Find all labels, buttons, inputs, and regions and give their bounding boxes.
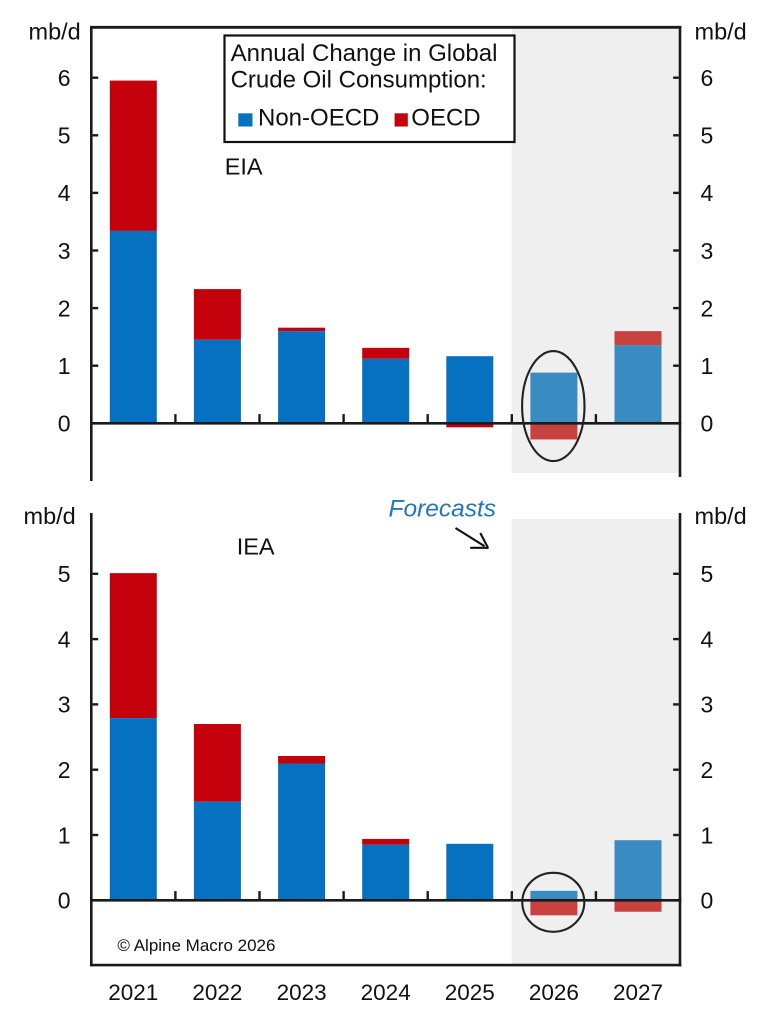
svg-text:© Alpine Macro 2026: © Alpine Macro 2026: [117, 936, 275, 955]
svg-text:0: 0: [701, 411, 714, 437]
svg-text:5: 5: [701, 561, 714, 587]
svg-text:1: 1: [701, 353, 714, 379]
svg-text:6: 6: [701, 65, 714, 91]
svg-text:2023: 2023: [277, 980, 327, 1005]
svg-text:mb/d: mb/d: [695, 503, 747, 529]
svg-text:0: 0: [701, 888, 714, 914]
svg-text:2026: 2026: [529, 980, 579, 1005]
svg-text:5: 5: [701, 123, 714, 149]
svg-text:2027: 2027: [613, 980, 663, 1005]
svg-text:2025: 2025: [445, 980, 495, 1005]
svg-text:3: 3: [58, 238, 71, 264]
svg-text:6: 6: [58, 65, 71, 91]
svg-text:IEA: IEA: [237, 533, 275, 559]
svg-text:2: 2: [701, 295, 714, 321]
svg-text:1: 1: [701, 822, 714, 848]
svg-text:Non-OECD: Non-OECD: [258, 105, 379, 132]
svg-text:1: 1: [58, 353, 71, 379]
svg-text:4: 4: [701, 180, 714, 206]
svg-text:EIA: EIA: [225, 153, 263, 179]
svg-text:4: 4: [58, 626, 71, 652]
svg-text:OECD: OECD: [411, 105, 480, 132]
svg-text:2024: 2024: [361, 980, 411, 1005]
svg-text:Annual Change in Global: Annual Change in Global: [231, 40, 498, 67]
svg-text:mb/d: mb/d: [695, 18, 747, 44]
svg-text:0: 0: [58, 888, 71, 914]
svg-text:4: 4: [58, 180, 71, 206]
svg-text:3: 3: [58, 692, 71, 718]
svg-text:2021: 2021: [108, 980, 158, 1005]
svg-text:mb/d: mb/d: [24, 503, 76, 529]
svg-text:5: 5: [58, 561, 71, 587]
svg-text:4: 4: [701, 626, 714, 652]
svg-text:0: 0: [58, 411, 71, 437]
svg-text:Crude Oil Consumption:: Crude Oil Consumption:: [231, 67, 487, 94]
svg-text:5: 5: [58, 123, 71, 149]
svg-text:2022: 2022: [192, 980, 242, 1005]
svg-text:2: 2: [701, 757, 714, 783]
svg-text:2: 2: [58, 757, 71, 783]
svg-text:3: 3: [701, 692, 714, 718]
svg-text:mb/d: mb/d: [29, 19, 81, 45]
svg-text:1: 1: [58, 822, 71, 848]
svg-text:2: 2: [58, 295, 71, 321]
svg-text:Forecasts: Forecasts: [389, 496, 497, 523]
svg-text:3: 3: [701, 238, 714, 264]
